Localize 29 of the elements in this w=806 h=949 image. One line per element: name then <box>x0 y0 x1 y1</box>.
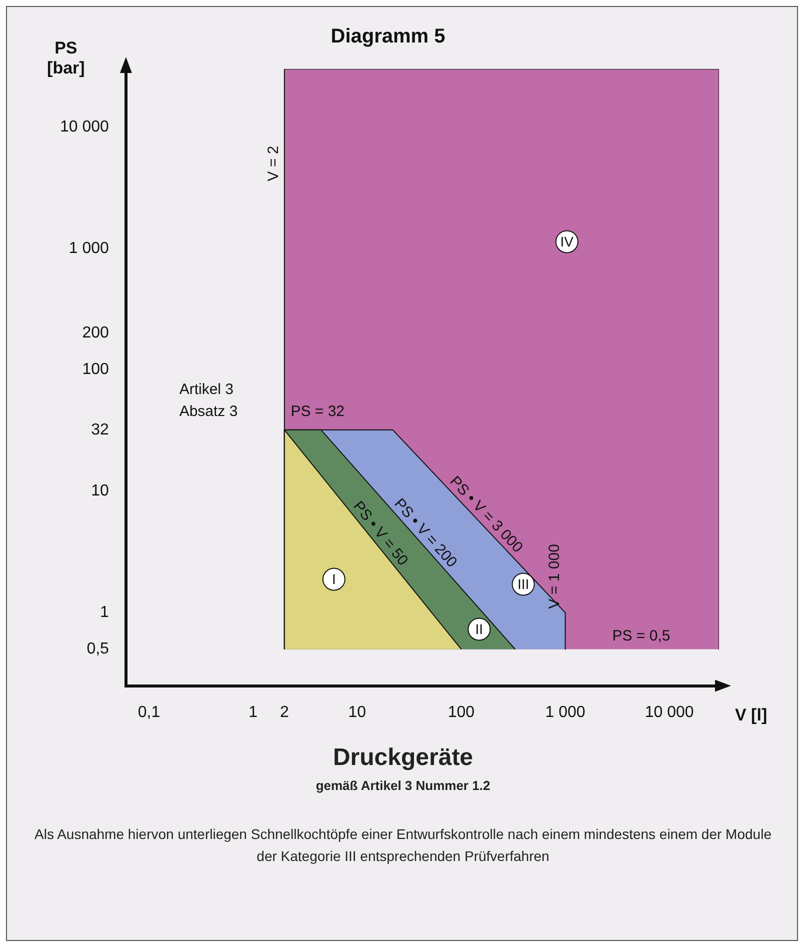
y-tick-label: 32 <box>91 421 110 438</box>
annotation: V = 2 <box>265 146 282 182</box>
y-tick-label: 0,5 <box>86 640 110 658</box>
x-tick-label: 1 000 <box>545 704 586 721</box>
x-tick-label: 2 <box>280 704 289 721</box>
x-tick-label: 10 000 <box>644 704 694 721</box>
y-tick-label: 10 <box>91 482 110 500</box>
x-tick-label: 10 <box>348 704 366 721</box>
series-label: II <box>475 621 484 638</box>
x-axis-title: V [l] <box>735 705 768 724</box>
x-tick-label: 100 <box>448 704 475 721</box>
y-axis-title: PS [bar] <box>47 38 85 78</box>
x-tick-label: 1 <box>248 704 258 721</box>
x-tick-label: 0,1 <box>138 704 160 721</box>
y-tick-label: 100 <box>82 361 110 378</box>
y-tick-label: 1 000 <box>68 240 110 257</box>
text: Druckgeräte <box>332 744 474 772</box>
text: gemäß Artikel 3 Nummer 1.2 <box>314 778 492 793</box>
annotation: PS = 0,5 <box>612 628 670 645</box>
series-label: I <box>332 571 336 588</box>
y-tick-label: 10 000 <box>60 118 110 136</box>
series-label: IV <box>560 234 574 250</box>
y-tick-label: 200 <box>82 324 110 342</box>
chart-title: Diagramm 5 <box>330 26 446 48</box>
text: Als Ausnahme hiervon unterliegen Schnellkochtöpfe einer Entwurfskontrolle nach einem mindestens einem der Module der Kategorie III entsprechenden Prüfverfahren <box>34 825 772 866</box>
series-label: III <box>517 576 530 592</box>
y-tick-label: 1 <box>100 604 110 622</box>
annotation: Artikel 3 Absatz 3 <box>179 380 238 420</box>
annotation: PS = 32 <box>290 403 345 420</box>
